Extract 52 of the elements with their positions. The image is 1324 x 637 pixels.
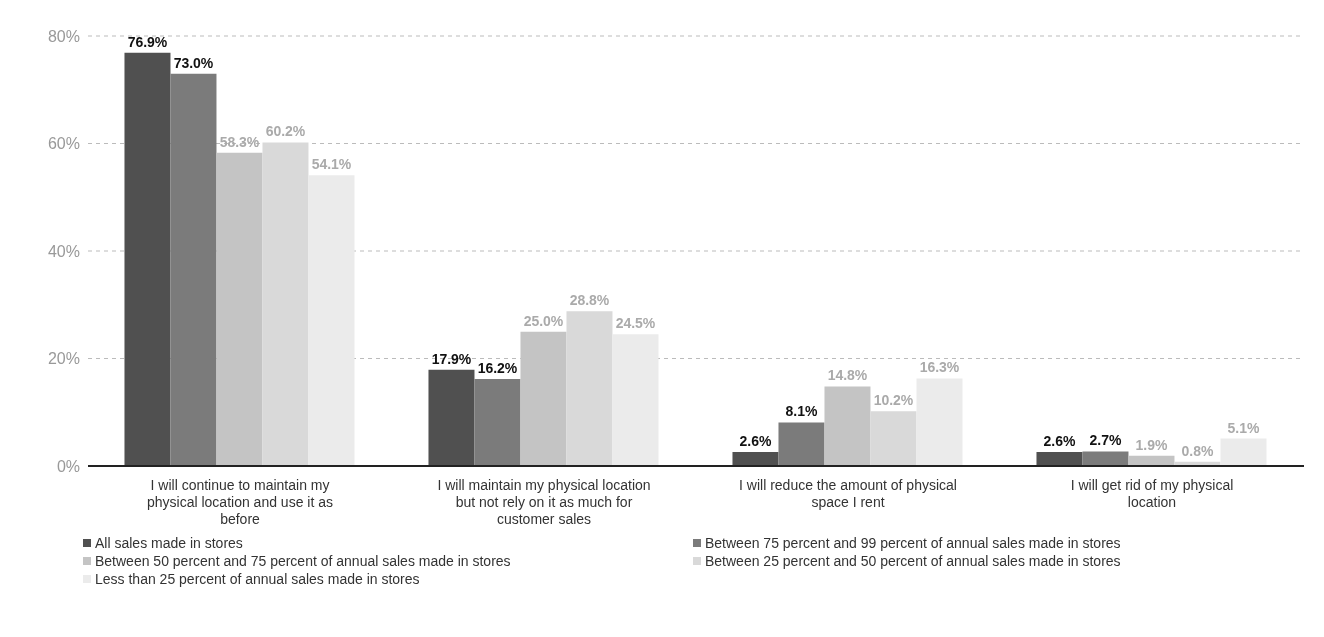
legend-label: Less than 25 percent of annual sales made in stores <box>95 570 420 588</box>
data-label: 24.5% <box>615 315 656 332</box>
y-tick-label: 80% <box>47 27 80 45</box>
data-label: 28.8% <box>569 292 610 309</box>
bar <box>870 411 917 466</box>
legend-label: Between 50 percent and 75 percent of annual sales made in stores <box>95 552 511 570</box>
y-tick-label: 0% <box>56 457 80 475</box>
bar <box>1082 451 1129 466</box>
data-label: 54.1% <box>311 156 352 173</box>
x-tick-label: I will reduce the amount of physical space I rent <box>739 477 957 510</box>
bar <box>308 175 355 466</box>
bar <box>778 422 825 466</box>
bar <box>566 311 613 466</box>
bar <box>520 331 567 466</box>
data-label: 14.8% <box>827 367 868 384</box>
x-tick-label: I will maintain my physical location but not rely on it as much for customer sales <box>437 477 651 527</box>
legend-label: Between 25 percent and 50 percent of annual sales made in stores <box>705 552 1121 570</box>
bar <box>732 452 779 466</box>
y-tick-label: 40% <box>47 242 80 260</box>
data-label: 10.2% <box>873 392 914 409</box>
data-label: 1.9% <box>1135 436 1168 453</box>
bar <box>916 378 963 466</box>
y-tick-label: 20% <box>47 350 80 368</box>
legend-label: All sales made in stores <box>95 534 243 552</box>
data-label: 2.6% <box>1043 433 1076 450</box>
data-label: 76.9% <box>127 33 168 50</box>
data-label: 73.0% <box>173 54 214 71</box>
data-label: 58.3% <box>219 133 260 150</box>
bar <box>612 334 659 466</box>
data-label: 16.2% <box>477 359 518 376</box>
y-tick-label: 60% <box>47 135 80 153</box>
bar <box>428 369 475 466</box>
data-label: 5.1% <box>1227 419 1260 436</box>
bar <box>170 73 217 466</box>
data-label: 25.0% <box>523 312 564 329</box>
data-label: 16.3% <box>919 359 960 376</box>
data-label: 0.8% <box>1181 442 1214 459</box>
bar <box>1036 452 1083 466</box>
bar <box>1220 438 1267 466</box>
bar <box>124 52 171 466</box>
x-tick-label: I will get rid of my physical location <box>1070 477 1234 510</box>
x-tick-label: I will continue to maintain my physical location and use it as before <box>147 477 333 527</box>
bar <box>216 152 263 466</box>
legend-label: Between 75 percent and 99 percent of annual sales made in stores <box>705 534 1121 552</box>
bar <box>262 142 309 466</box>
data-label: 60.2% <box>265 123 306 140</box>
data-label: 8.1% <box>785 403 818 420</box>
data-label: 17.9% <box>431 350 472 367</box>
bar <box>824 386 871 466</box>
bar <box>474 378 521 466</box>
data-label: 2.7% <box>1089 432 1122 449</box>
data-label: 2.6% <box>739 433 772 450</box>
